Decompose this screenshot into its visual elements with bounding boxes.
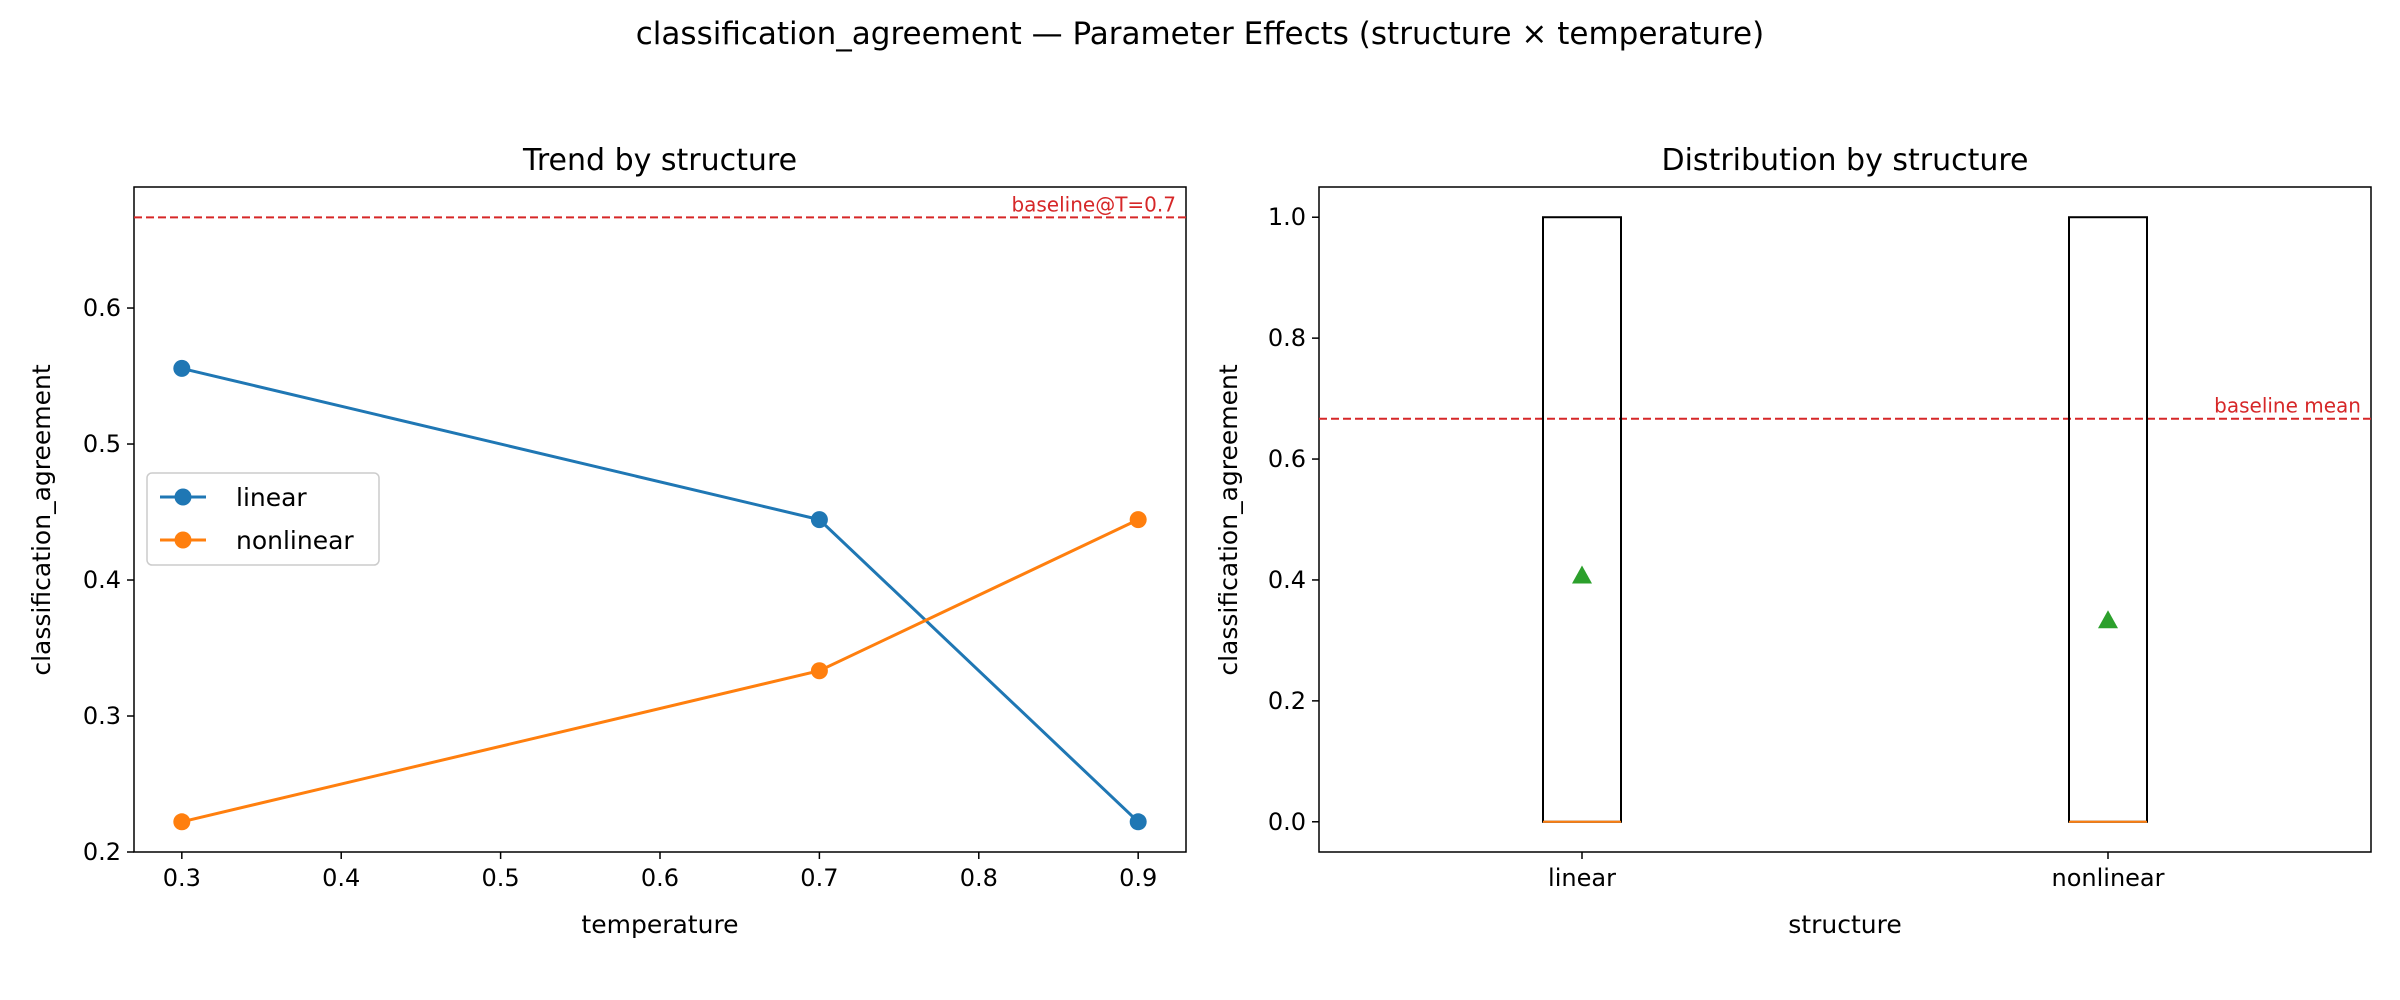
left-panel: Trend by structure 0.3 0.4 0.5 0.6 0.7 0.8 0.9… [27,143,1187,939]
left-x-axis-label: temperature [581,910,738,939]
right-panel: Distribution by structure 0.00.20.40.60.… [1214,143,2372,939]
right-x-tick-label: linear [1548,864,1616,892]
right-y-tick-label: 1.0 [1268,203,1306,231]
data-point-nonlinear [173,813,191,831]
left-y-tick-label: 0.5 [83,430,121,458]
right-y-tick-label: 0.0 [1268,808,1306,836]
right-y-tick-label: 0.6 [1268,445,1306,473]
left-x-tick-label: 0.8 [960,864,998,892]
mean-marker-linear [1572,565,1592,584]
right-y-tick-label: 0.2 [1268,687,1306,715]
left-x-tick-label: 0.3 [163,864,201,892]
left-y-tick-label: 0.2 [83,838,121,866]
right-chart-title: Distribution by structure [1661,143,2028,178]
left-baseline-label: baseline@T=0.7 [1011,192,1176,216]
left-x-ticks: 0.3 0.4 0.5 0.6 0.7 0.8 0.9 [163,852,1157,892]
left-series-group [173,359,1147,831]
left-y-tick-label: 0.4 [83,566,121,594]
left-y-axis-label: classification_agreement [27,364,56,675]
legend-marker-linear [174,488,192,506]
left-y-tick-label: 0.6 [83,294,121,322]
left-x-tick-label: 0.5 [482,864,520,892]
right-baseline-label: baseline mean [2214,394,2361,418]
right-y-tick-label: 0.8 [1268,324,1306,352]
data-point-nonlinear [810,662,828,680]
data-point-nonlinear [1129,511,1147,529]
right-y-axis-label: classification_agreement [1214,364,1243,675]
left-x-tick-label: 0.9 [1119,864,1157,892]
data-point-linear [1129,813,1147,831]
legend-label-linear: linear [236,483,307,512]
left-x-tick-label: 0.6 [641,864,679,892]
left-x-tick-label: 0.4 [322,864,360,892]
legend-label-nonlinear: nonlinear [236,526,354,555]
right-y-ticks: 0.0 0.2 0.4 0.6 0.8 1.0 [1268,203,1319,836]
left-y-ticks: 0.2 0.3 0.4 0.5 0.6 [83,294,134,866]
left-x-tick-label: 0.7 [800,864,838,892]
right-box-group [1542,216,2148,823]
figure-suptitle: classification_agreement — Parameter Eff… [636,16,1764,52]
data-point-linear [810,511,828,529]
mean-marker-nonlinear [2098,610,2118,629]
legend: linear nonlinear [146,472,380,566]
right-x-tick-label: nonlinear [2052,864,2165,892]
left-y-tick-label: 0.3 [83,702,121,730]
legend-marker-nonlinear [174,531,192,549]
right-axes-frame [1318,186,2372,853]
data-point-linear [173,359,191,377]
right-x-ticks: linear nonlinear [1548,852,2165,892]
left-chart-title: Trend by structure [522,143,797,178]
right-y-tick-label: 0.4 [1268,566,1306,594]
right-x-axis-label: structure [1788,910,1901,939]
